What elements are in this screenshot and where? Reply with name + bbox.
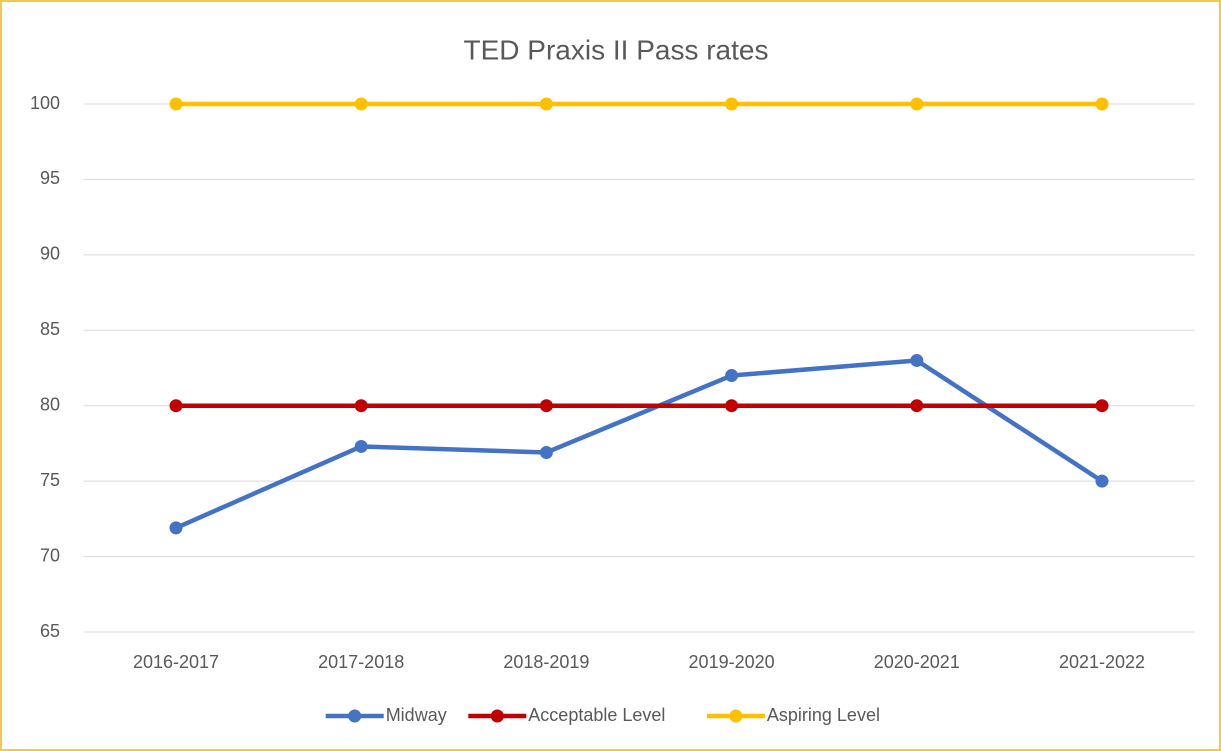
point	[725, 399, 739, 413]
point	[169, 521, 183, 535]
y-tick-label: 90	[40, 244, 60, 264]
legend-label: Midway	[386, 705, 447, 725]
x-tick-label: 2018-2019	[503, 652, 589, 672]
y-tick-label: 100	[30, 93, 60, 113]
legend-marker	[490, 709, 504, 723]
point	[539, 445, 553, 459]
y-tick-label: 95	[40, 168, 60, 188]
point	[354, 399, 368, 413]
x-tick-label: 2016-2017	[133, 652, 219, 672]
series-line	[175, 358, 1104, 530]
point	[725, 369, 739, 383]
point	[354, 439, 368, 453]
y-tick-label: 70	[40, 545, 60, 565]
point	[539, 399, 553, 413]
y-tick-label: 65	[40, 621, 60, 641]
point	[725, 97, 739, 111]
x-tick-label: 2020-2021	[874, 652, 960, 672]
point	[1095, 97, 1109, 111]
legend-label: Aspiring Level	[767, 705, 880, 725]
point	[910, 353, 924, 367]
point	[169, 399, 183, 413]
x-tick-label: 2017-2018	[318, 652, 404, 672]
point	[539, 97, 553, 111]
point	[910, 97, 924, 111]
x-tick-label: 2019-2020	[689, 652, 775, 672]
point	[1095, 474, 1109, 488]
legend-marker	[348, 709, 362, 723]
y-tick-label: 85	[40, 319, 60, 339]
point	[1095, 399, 1109, 413]
legend-marker	[729, 709, 743, 723]
y-tick-label: 75	[40, 470, 60, 490]
point	[910, 399, 924, 413]
point	[354, 97, 368, 111]
y-tick-label: 80	[40, 394, 60, 414]
chart-title: TED Praxis II Pass rates	[464, 34, 769, 65]
legend-label: Acceptable Level	[528, 705, 665, 725]
x-tick-label: 2021-2022	[1059, 652, 1145, 672]
point	[169, 97, 183, 111]
